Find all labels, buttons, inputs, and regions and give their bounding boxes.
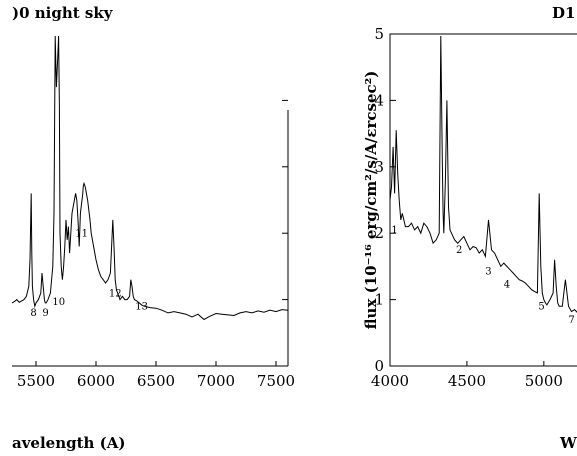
- right-panel-x-axis-label: W: [559, 434, 577, 452]
- line-annotation: 4: [504, 280, 510, 291]
- right-panel-y-axis-label: flux (10⁻¹⁶ erg/cm²/s/A/ɛrcsec²): [362, 71, 380, 330]
- line-annotation: 7: [568, 315, 574, 326]
- line-annotation: 3: [485, 266, 491, 277]
- xtick-label: 6500: [137, 372, 175, 390]
- left-panel-line-annotations: 8 9 10 11 12 13: [30, 229, 148, 320]
- line-annotation: 12: [109, 288, 122, 299]
- line-annotation: 5: [538, 302, 544, 313]
- line-annotation: 1: [391, 225, 397, 236]
- xtick-label: 4000: [371, 372, 409, 390]
- ytick-label: 1: [374, 291, 384, 309]
- left-panel-ytick-marks: [12, 99, 289, 367]
- left-panel: )0 night sky 5500 6000 6500 7000 7500 8 9 10 11…: [11, 4, 295, 452]
- xtick-label: 6000: [77, 372, 115, 390]
- right-panel-xtick-labels: 4000 4500 5000: [371, 361, 563, 390]
- right-panel-frame: [389, 33, 577, 367]
- xtick-label: 5000: [525, 372, 563, 390]
- left-panel-title: )0 night sky: [12, 4, 114, 22]
- right-panel-line-annotations: 1 2 3 4 5 7: [391, 225, 574, 326]
- xtick-label: 7000: [197, 372, 235, 390]
- xtick-label: 5500: [17, 372, 55, 390]
- xtick-label: 7500: [257, 372, 295, 390]
- line-annotation: 9: [42, 308, 48, 319]
- ytick-label: 5: [374, 25, 384, 43]
- ytick-label: 3: [374, 158, 384, 176]
- line-annotation: 2: [456, 245, 462, 256]
- line-annotation: 13: [135, 302, 148, 313]
- left-panel-xtick-labels: 5500 6000 6500 7000 7500: [17, 361, 295, 390]
- line-annotation: 11: [75, 229, 88, 240]
- left-panel-x-axis-label: avelength (A): [12, 434, 126, 452]
- ytick-label: 2: [374, 224, 384, 242]
- xtick-label: 4500: [448, 372, 486, 390]
- ytick-label: 4: [374, 91, 384, 109]
- line-annotation: 8: [30, 308, 36, 319]
- right-panel-spectrum-line: [389, 35, 577, 313]
- right-panel-title: D1: [552, 4, 575, 22]
- left-panel-spectrum-line: [11, 35, 289, 321]
- ytick-label: 0: [374, 357, 384, 375]
- line-annotation: 10: [52, 297, 65, 308]
